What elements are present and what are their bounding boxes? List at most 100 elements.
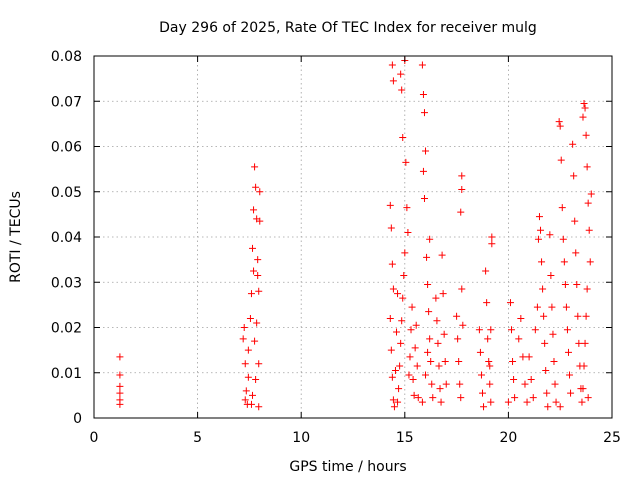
data-point: [427, 357, 435, 365]
data-point: [441, 357, 449, 365]
data-point: [397, 70, 405, 78]
data-point: [396, 362, 404, 370]
y-tick-label: 0.03: [51, 275, 82, 291]
data-point: [437, 398, 445, 406]
data-point: [457, 394, 465, 402]
data-point: [249, 244, 257, 252]
data-point: [394, 398, 402, 406]
data-point: [548, 303, 556, 311]
y-tick-label: 0.06: [51, 140, 82, 156]
data-point: [432, 294, 440, 302]
data-point: [559, 235, 567, 243]
data-point: [397, 339, 405, 347]
data-point: [488, 233, 496, 241]
data-point: [546, 231, 554, 239]
y-tick-label: 0.02: [51, 321, 82, 337]
data-point: [531, 326, 539, 334]
data-point: [573, 281, 581, 289]
data-point: [515, 335, 523, 343]
data-point: [116, 353, 124, 361]
data-point: [542, 366, 550, 374]
data-point: [434, 339, 442, 347]
data-point: [387, 346, 395, 354]
data-point: [459, 321, 467, 329]
y-tick-label: 0.01: [51, 366, 82, 382]
data-point: [552, 398, 560, 406]
data-point: [578, 398, 586, 406]
data-point: [582, 312, 590, 320]
data-point: [244, 346, 252, 354]
data-point: [256, 217, 264, 225]
data-point: [255, 287, 263, 295]
data-point: [509, 357, 517, 365]
data-point: [586, 258, 594, 266]
data-point: [407, 326, 415, 334]
data-point: [251, 337, 259, 345]
data-point: [401, 249, 409, 257]
data-point: [254, 256, 262, 264]
data-point: [246, 314, 254, 322]
data-point: [584, 394, 592, 402]
data-point: [541, 339, 549, 347]
data-point: [583, 163, 591, 171]
data-point: [575, 339, 583, 347]
data-point: [388, 260, 396, 268]
data-point: [250, 267, 258, 275]
data-point: [256, 188, 264, 196]
data-point: [423, 253, 431, 261]
data-point: [486, 362, 494, 370]
data-point: [398, 317, 406, 325]
data-point: [537, 226, 545, 234]
data-point: [579, 385, 587, 393]
data-point: [580, 362, 588, 370]
data-point: [540, 312, 548, 320]
data-point: [519, 353, 527, 361]
x-tick-label: 25: [603, 430, 621, 446]
data-point: [413, 362, 421, 370]
data-point: [544, 403, 552, 411]
data-point: [244, 373, 252, 381]
data-point: [583, 285, 591, 293]
data-point: [480, 403, 488, 411]
data-point: [523, 398, 531, 406]
data-point: [539, 285, 547, 293]
data-point: [487, 398, 495, 406]
data-point: [550, 357, 558, 365]
data-point: [438, 251, 446, 259]
data-point: [533, 303, 541, 311]
data-point: [527, 376, 535, 384]
data-point: [556, 403, 564, 411]
data-point: [419, 167, 427, 175]
data-point: [581, 339, 589, 347]
data-point: [563, 326, 571, 334]
data-point: [440, 330, 448, 338]
data-point: [488, 240, 496, 248]
data-point: [418, 61, 426, 69]
data-point: [584, 199, 592, 207]
data-point: [458, 185, 466, 193]
data-point: [579, 113, 587, 121]
data-point: [425, 308, 433, 316]
data-point: [511, 394, 519, 402]
data-point: [247, 400, 255, 408]
data-point: [566, 371, 574, 379]
data-point: [404, 228, 412, 236]
x-tick-label: 20: [499, 430, 517, 446]
data-point: [255, 360, 263, 368]
data-point: [574, 312, 582, 320]
data-point: [456, 380, 464, 388]
data-point: [252, 183, 260, 191]
data-point: [405, 371, 413, 379]
data-point: [521, 380, 529, 388]
y-tick-label: 0: [73, 411, 82, 427]
data-point: [116, 382, 124, 390]
data-point: [424, 348, 432, 356]
y-tick-label: 0.07: [51, 94, 82, 110]
data-point: [116, 389, 124, 397]
data-point: [408, 303, 416, 311]
data-point: [561, 281, 569, 289]
data-point: [551, 380, 559, 388]
data-point: [389, 396, 397, 404]
data-point: [581, 104, 589, 112]
data-point: [255, 403, 263, 411]
